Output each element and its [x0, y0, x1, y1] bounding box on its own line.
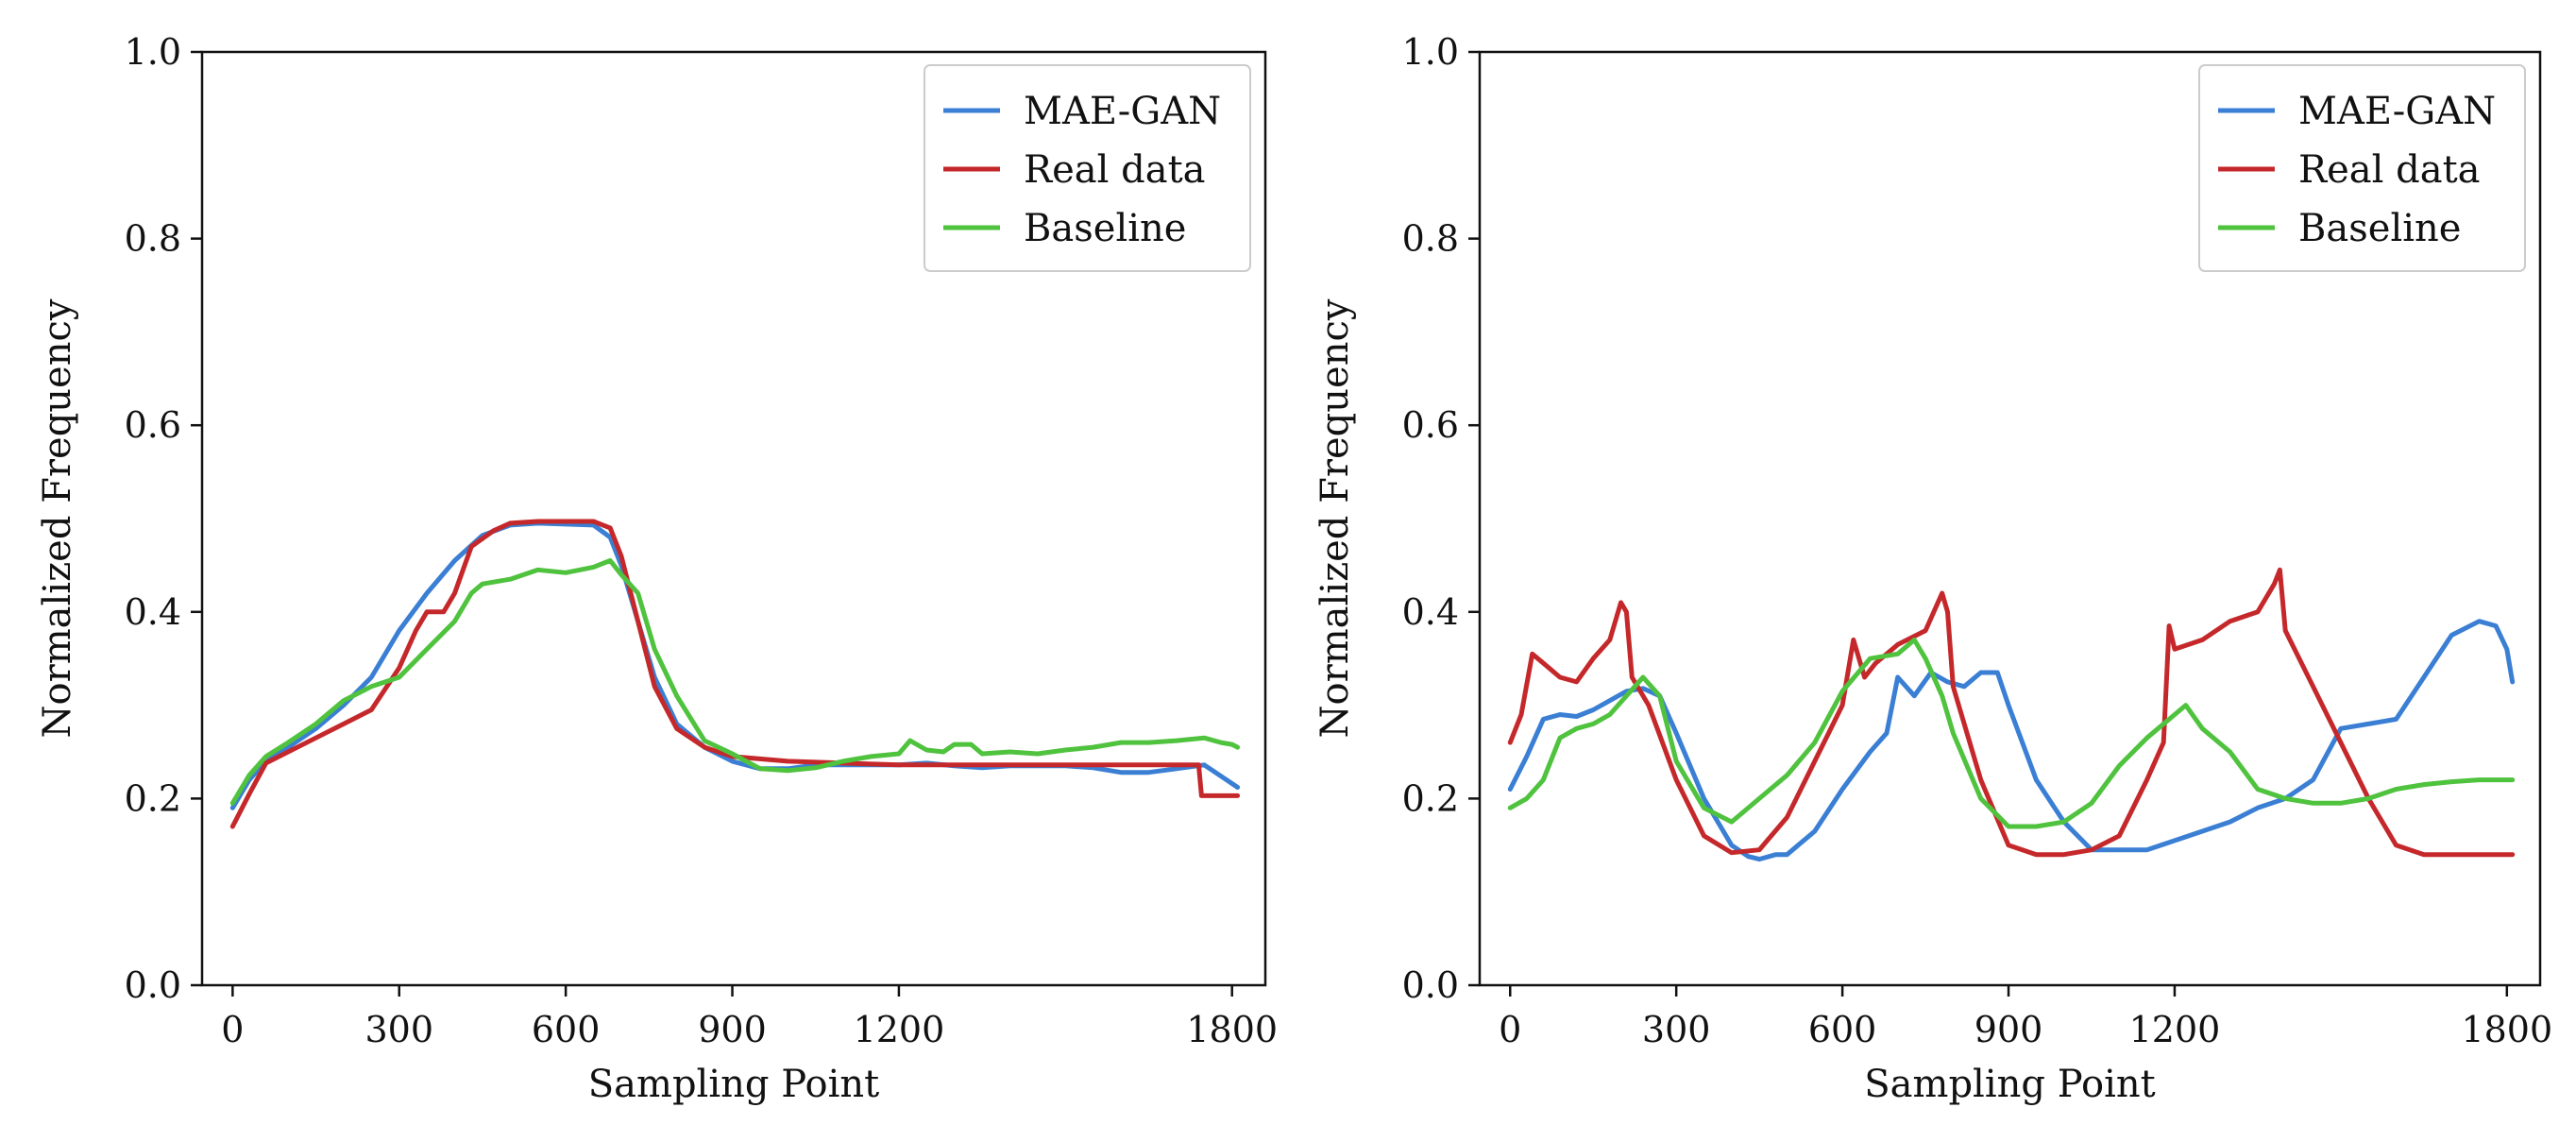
x-tick-label: 300: [364, 1009, 433, 1050]
legend-box: [2198, 64, 2526, 272]
x-tick-label: 600: [1808, 1009, 1877, 1050]
y-tick-label: 0.0: [1402, 964, 1459, 1006]
y-tick-label: 1.0: [125, 31, 181, 73]
y-axis-label: Normalized Frequency: [1313, 298, 1357, 738]
series-line-real-data: [229, 519, 1241, 829]
plot-frame: [1478, 50, 2542, 987]
series-line-baseline: [229, 558, 1241, 806]
x-axis-label: Sampling Point: [1864, 1063, 2155, 1106]
right-chart: 0 300 600 900 1200 1800 0.0 0.2 0.4 0.6 0.8 1.0 Samp…: [1313, 31, 2552, 1106]
y-tick-label: 1.0: [1402, 31, 1459, 73]
x-tick-label: 0: [221, 1009, 244, 1050]
legend: MAE-GAN Real data Baseline: [924, 64, 1251, 272]
y-tick-label: 0.2: [1402, 777, 1459, 819]
series-line-mae-gan: [1507, 619, 2516, 862]
series-line-real-data: [1507, 567, 2516, 858]
legend-box: [924, 64, 1251, 272]
x-tick-label: 0: [1499, 1009, 1521, 1050]
series-line-baseline: [1507, 637, 2516, 829]
legend-label: MAE-GAN: [1024, 90, 1221, 133]
legend-label: Baseline: [1024, 207, 1186, 250]
legend-label: Real data: [1024, 148, 1206, 192]
y-axis-label: Normalized Frequency: [36, 298, 79, 738]
legend-label: MAE-GAN: [2298, 90, 2496, 133]
legend-label: Real data: [2298, 148, 2481, 192]
plot-frame: [200, 50, 1267, 987]
x-tick-label: 300: [1642, 1009, 1711, 1050]
legend-label: Baseline: [2298, 207, 2461, 250]
x-tick-label: 600: [532, 1009, 601, 1050]
legend: MAE-GAN Real data Baseline: [2198, 64, 2526, 272]
x-tick-label: 1800: [1186, 1009, 1278, 1050]
left-chart: 0 300 600 900 1200 1800 0.0 0.2 0.4 0.6 0.8 1.0 Samp…: [36, 31, 1278, 1106]
y-tick-label: 0.4: [125, 591, 181, 633]
y-tick-label: 0.6: [125, 404, 181, 446]
y-tick-label: 0.8: [125, 218, 181, 260]
y-tick-label: 0.2: [125, 777, 181, 819]
y-tick-label: 0.8: [1402, 218, 1459, 260]
y-tick-label: 0.0: [125, 964, 181, 1006]
x-tick-label: 1200: [854, 1009, 945, 1050]
x-tick-label: 1200: [2129, 1009, 2221, 1050]
x-tick-label: 900: [698, 1009, 767, 1050]
y-tick-label: 0.4: [1402, 591, 1459, 633]
x-axis-label: Sampling Point: [588, 1063, 879, 1106]
x-tick-label: 900: [1974, 1009, 2043, 1050]
y-tick-label: 0.6: [1402, 404, 1459, 446]
x-tick-label: 1800: [2461, 1009, 2552, 1050]
